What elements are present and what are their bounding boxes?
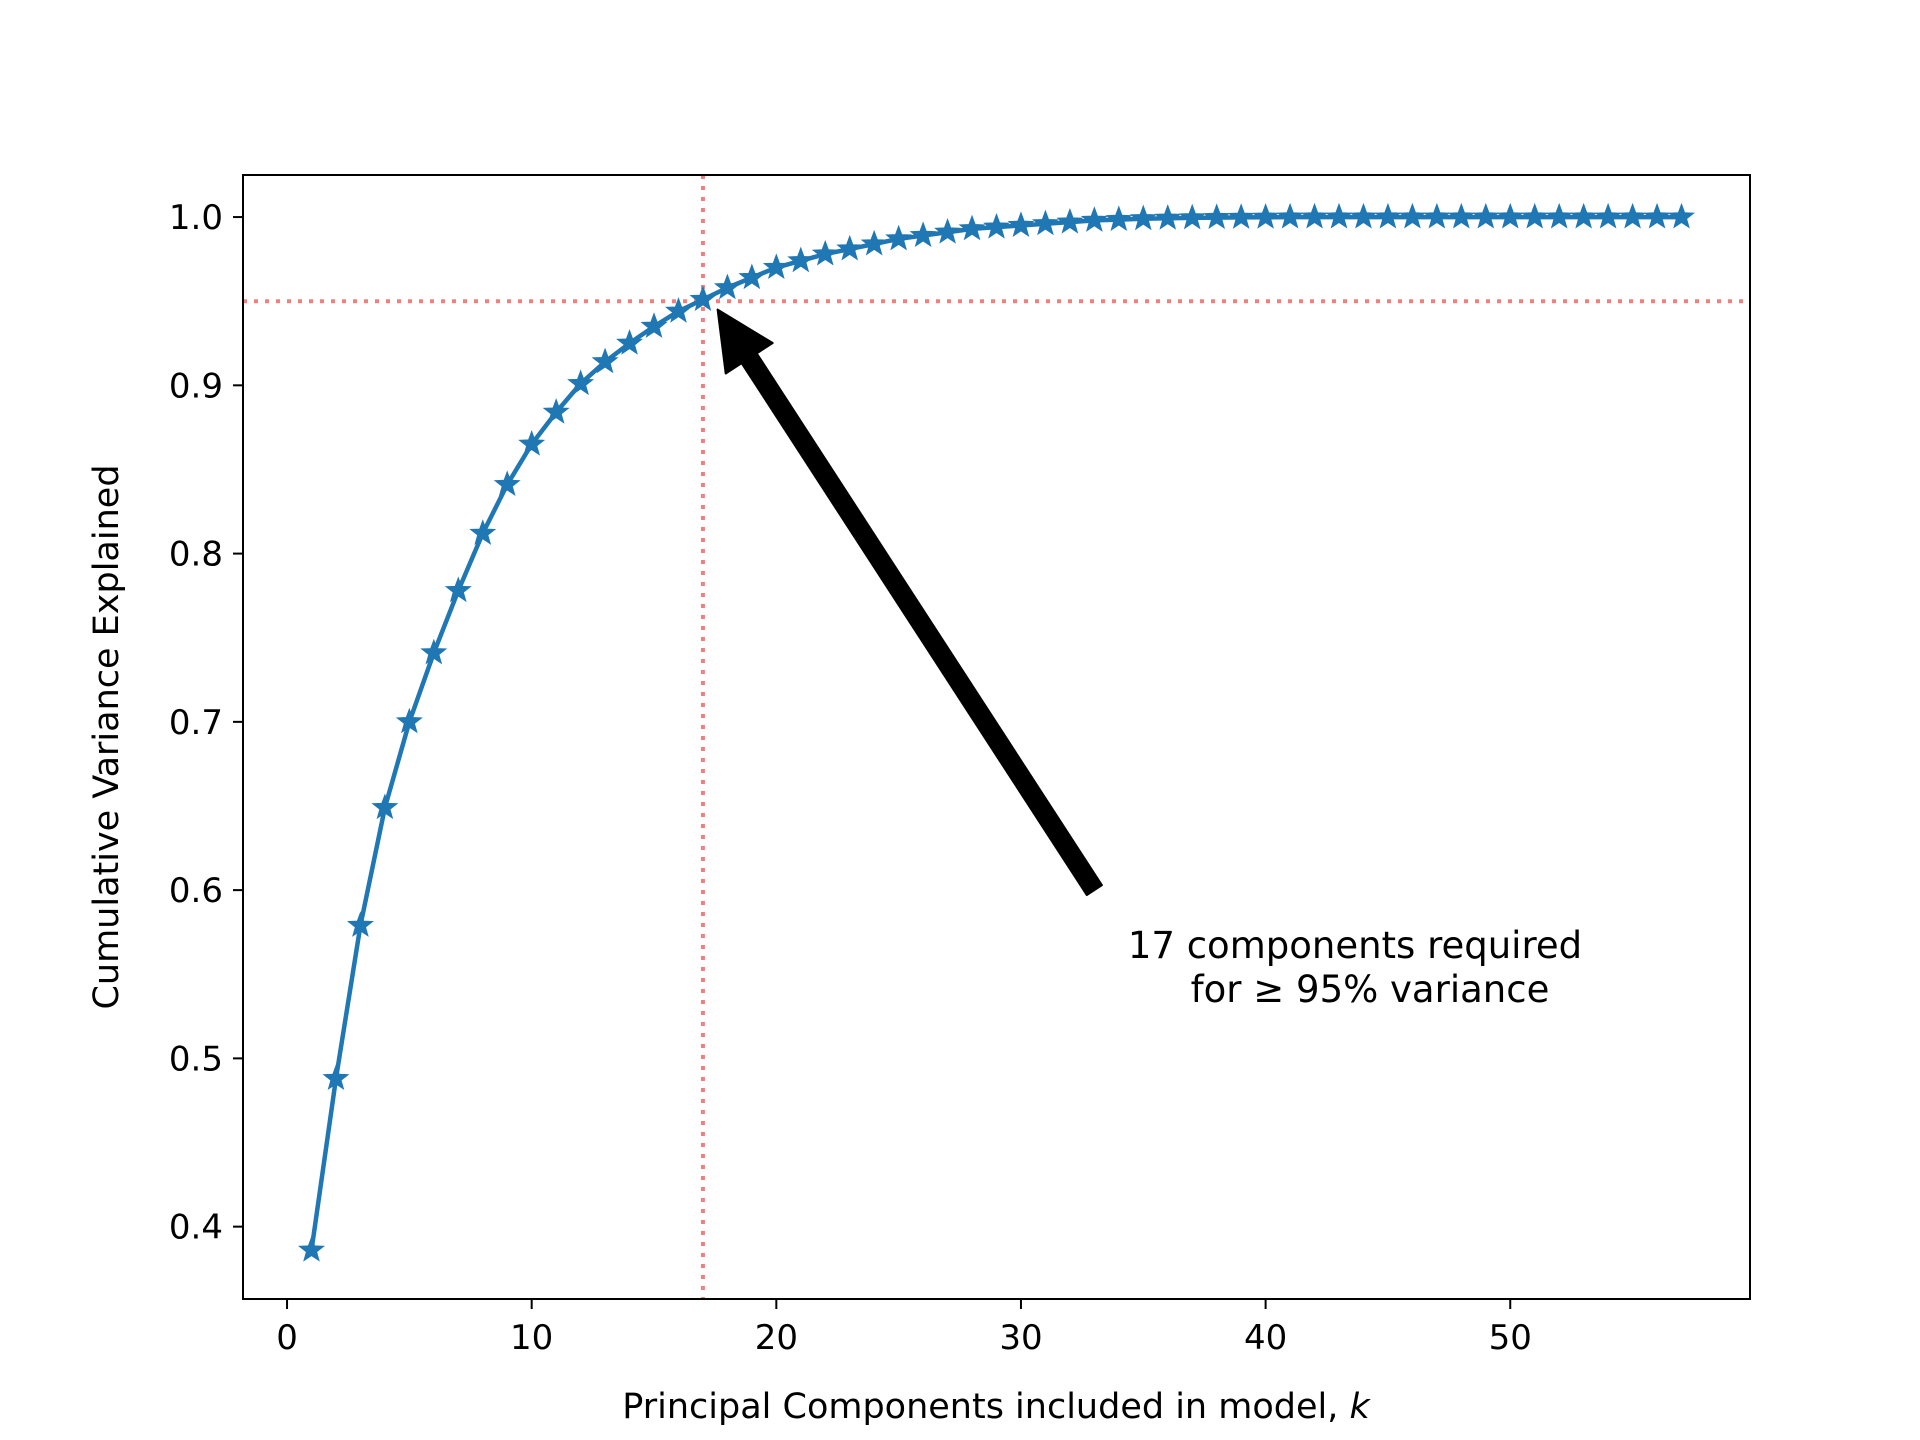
data-point-marker xyxy=(934,218,962,244)
data-point-marker xyxy=(1496,202,1524,229)
reference-lines xyxy=(243,175,1750,1299)
y-tick-label: 0.9 xyxy=(169,366,223,406)
data-point-marker xyxy=(1447,202,1475,229)
data-point-marker xyxy=(689,285,717,311)
data-point-marker xyxy=(493,470,521,497)
data-point-marker xyxy=(1545,202,1573,229)
y-axis-label: Cumulative Variance Explained xyxy=(87,464,127,1009)
data-point-marker xyxy=(1252,203,1280,229)
data-point-marker xyxy=(346,911,374,937)
data-point-marker xyxy=(1398,202,1426,229)
data-point-marker xyxy=(958,214,986,241)
data-point-marker xyxy=(1594,202,1622,229)
annotation-line-1: 17 components required xyxy=(1128,924,1582,967)
data-point-marker xyxy=(1668,202,1695,229)
annotation-line-2: for ≥ 95% variance xyxy=(1191,968,1550,1011)
data-point-marker xyxy=(640,312,668,338)
x-axis-label-text: Principal Components included in model, xyxy=(622,1387,1349,1427)
data-point-marker xyxy=(860,229,888,256)
data-point-marker xyxy=(909,221,937,248)
data-point-marker xyxy=(1619,202,1647,229)
plot-area-frame xyxy=(242,174,1751,1300)
data-point-marker xyxy=(1203,203,1231,230)
y-tick-label: 0.7 xyxy=(169,703,223,743)
data-point-marker xyxy=(1325,202,1353,229)
data-point-marker xyxy=(395,707,423,734)
data-point-marker xyxy=(1129,204,1157,231)
data-point-marker xyxy=(664,297,692,323)
data-point-marker xyxy=(787,246,815,273)
data-point-marker xyxy=(444,576,472,603)
x-tick-label: 50 xyxy=(1489,1318,1532,1358)
data-point-marker xyxy=(1423,202,1451,229)
data-point-marker xyxy=(1080,206,1108,232)
data-point-marker xyxy=(469,519,497,545)
y-tick-label: 0.4 xyxy=(169,1208,223,1248)
data-point-marker xyxy=(1276,202,1304,229)
data-point-marker xyxy=(420,638,448,665)
y-tick-label: 0.6 xyxy=(169,871,223,911)
data-point-marker xyxy=(1056,207,1084,234)
data-point-marker xyxy=(738,263,766,290)
data-point-marker xyxy=(616,329,644,355)
x-axis-ticks: 0 10 20 30 40 50 xyxy=(276,1299,1532,1358)
data-point-marker xyxy=(1472,202,1500,229)
data-point-marker xyxy=(1349,202,1377,229)
data-point-marker xyxy=(1643,202,1671,229)
data-point-marker xyxy=(518,430,546,456)
data-point-marker xyxy=(836,234,864,261)
data-point-marker xyxy=(1007,211,1035,237)
x-tick-label: 0 xyxy=(276,1318,298,1358)
y-axis-ticks: 0.4 0.5 0.6 0.7 0.8 0.9 1.0 xyxy=(169,198,243,1248)
data-point-marker xyxy=(811,239,839,266)
x-tick-label: 10 xyxy=(510,1318,553,1358)
data-point-marker xyxy=(1301,202,1329,229)
data-point-marker xyxy=(762,253,790,280)
data-point-marker xyxy=(885,224,913,251)
data-point-marker xyxy=(298,1236,325,1262)
y-tick-label: 0.5 xyxy=(169,1039,223,1079)
data-point-marker xyxy=(713,273,741,300)
data-point-marker xyxy=(1570,202,1598,229)
data-point-marker xyxy=(567,369,595,396)
data-point-marker xyxy=(983,212,1010,239)
data-point-marker xyxy=(371,793,399,820)
data-point-marker xyxy=(542,398,570,424)
data-point-marker xyxy=(322,1064,350,1091)
x-axis-label-variable: k xyxy=(1349,1387,1371,1427)
data-point-marker xyxy=(1178,203,1206,230)
data-point-marker xyxy=(1031,209,1059,236)
y-tick-label: 0.8 xyxy=(169,535,223,575)
data-point-marker xyxy=(1521,202,1549,229)
annotation-arrow xyxy=(716,308,1103,897)
data-point-marker xyxy=(1105,205,1133,232)
x-tick-label: 40 xyxy=(1244,1318,1287,1358)
x-tick-label: 20 xyxy=(755,1318,798,1358)
x-tick-label: 30 xyxy=(999,1318,1042,1358)
x-axis-label: Principal Components included in model, … xyxy=(622,1387,1371,1427)
data-point-marker xyxy=(1227,203,1255,229)
data-series xyxy=(298,202,1695,1262)
data-point-marker xyxy=(591,347,619,374)
y-tick-label: 1.0 xyxy=(169,198,223,238)
data-point-marker xyxy=(1374,202,1402,229)
data-point-marker xyxy=(1154,204,1182,230)
annotation: 17 components required for ≥ 95% varianc… xyxy=(716,308,1582,1011)
